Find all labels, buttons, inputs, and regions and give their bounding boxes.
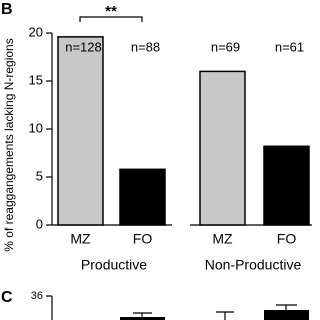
x-tick-label: FO bbox=[133, 231, 153, 247]
n-label: n=88 bbox=[131, 39, 160, 54]
bar bbox=[119, 168, 166, 226]
next-panel-error-bar bbox=[276, 304, 297, 310]
next-panel-bar bbox=[120, 317, 165, 320]
next-panel-tick-label: 36 bbox=[31, 290, 43, 302]
n-label: n=69 bbox=[211, 39, 240, 54]
x-tick-label: MZ bbox=[212, 231, 233, 247]
next-panel-error-bar bbox=[216, 311, 234, 320]
y-tick-label: 15 bbox=[29, 72, 43, 87]
x-tick-label: MZ bbox=[70, 231, 91, 247]
y-tick-label: 5 bbox=[36, 168, 43, 183]
bar bbox=[199, 70, 246, 226]
next-panel-label: C bbox=[1, 289, 13, 306]
n-label: n=61 bbox=[275, 39, 304, 54]
y-tick-label: 20 bbox=[29, 24, 43, 39]
bar bbox=[57, 36, 104, 226]
y-tick-label: 0 bbox=[36, 216, 43, 231]
next-panel-bar bbox=[264, 310, 309, 320]
group-label: Productive bbox=[81, 257, 147, 273]
significance-label: ** bbox=[105, 3, 117, 20]
y-axis-label: % of reaggangements lacking N-regions bbox=[2, 38, 16, 251]
group-label: Non-Productive bbox=[205, 257, 302, 273]
significance-bracket bbox=[79, 16, 143, 22]
y-tick-label: 10 bbox=[29, 120, 43, 135]
x-tick-label: FO bbox=[277, 231, 297, 247]
n-label: n=128 bbox=[65, 39, 102, 54]
bar bbox=[263, 145, 310, 226]
panel-label: B bbox=[1, 1, 13, 18]
next-panel-error-bar bbox=[133, 312, 152, 317]
